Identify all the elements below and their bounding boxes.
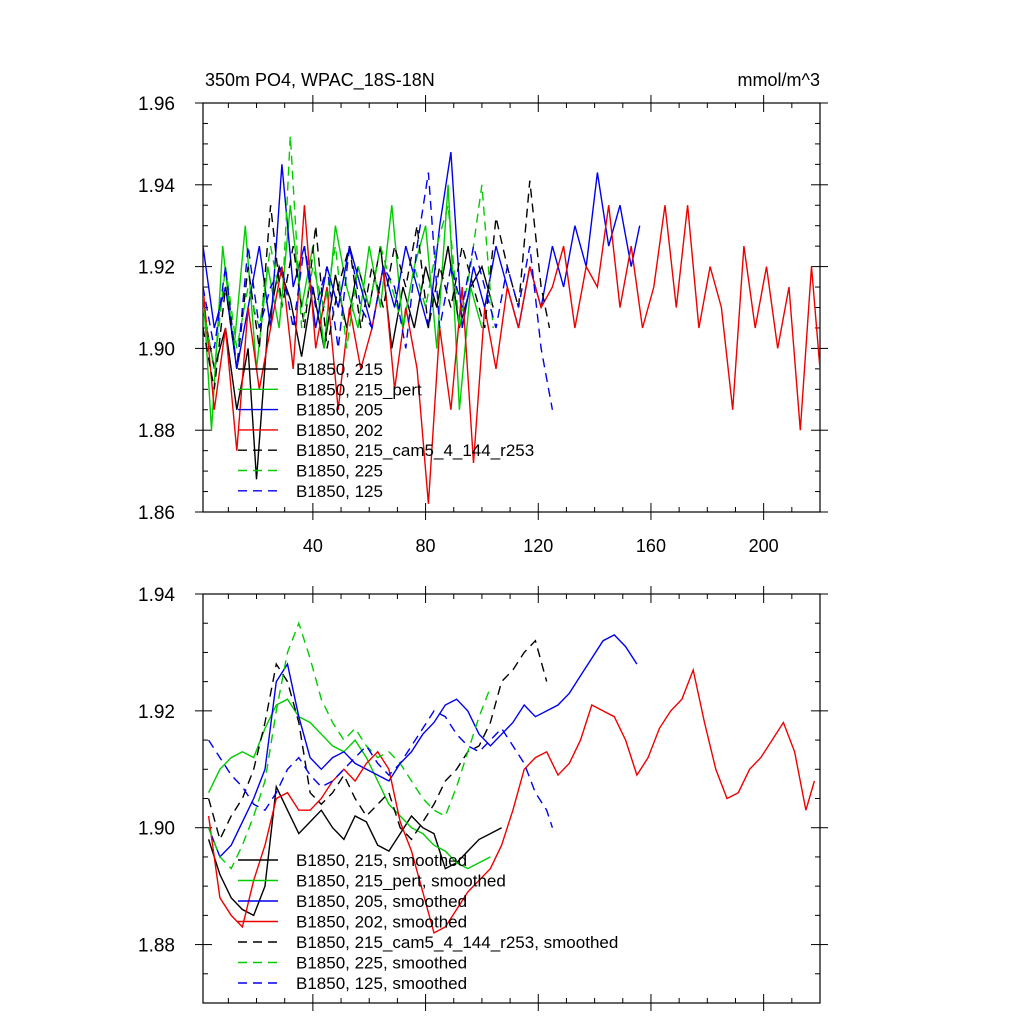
y-tick-label: 1.86 <box>138 503 175 524</box>
legend-label: B1850, 225, smoothed <box>296 954 467 973</box>
legend-label: B1850, 215 <box>296 360 383 379</box>
x-tick-label: 40 <box>303 536 323 556</box>
legend-label: B1850, 202 <box>296 421 383 440</box>
bottom-panel: 1.88 1.90 1.92 1.94 B1850, 215, smoothed B185… <box>138 585 828 1011</box>
series-line-2 <box>207 698 491 870</box>
series-line-5 <box>207 639 548 842</box>
legend-label: B1850, 215_pert <box>296 380 422 399</box>
y-tick-label: 1.88 <box>138 936 175 957</box>
legend-label: B1850, 202, smoothed <box>296 913 467 932</box>
series-line-6 <box>207 621 492 870</box>
series-group <box>207 621 816 934</box>
y-tick-label: 1.92 <box>138 702 175 723</box>
y-tick-label: 1.96 <box>138 94 175 115</box>
legend-label: B1850, 215, smoothed <box>296 851 467 870</box>
y-tick-label: 1.88 <box>138 421 175 442</box>
legend-label: B1850, 215_pert, smoothed <box>296 872 506 891</box>
series-group <box>203 135 820 504</box>
legend-label: B1850, 215_cam5_4_144_r253, smoothed <box>296 933 618 952</box>
series-line-4 <box>203 205 820 504</box>
top-panel: 350m PO4, WPAC_18S-18N mmol/m^3 40 80 120 1… <box>138 70 828 556</box>
y-tick-label: 1.94 <box>138 585 175 606</box>
y-tick-label: 1.90 <box>138 819 175 840</box>
units-label: mmol/m^3 <box>738 70 820 90</box>
series-line-4 <box>207 667 816 934</box>
y-tick-label: 1.92 <box>138 258 175 279</box>
y-tick-label: 1.90 <box>138 339 175 360</box>
series-line-1 <box>207 784 502 917</box>
series-line-3 <box>207 634 638 859</box>
series-line-6 <box>203 135 494 370</box>
legend-label: B1850, 205, smoothed <box>296 892 467 911</box>
series-line-7 <box>208 709 554 828</box>
x-tick-label: 200 <box>749 536 779 556</box>
y-tick-label: 1.94 <box>138 176 175 197</box>
series-line-7 <box>203 172 554 410</box>
legend-label: B1850, 205 <box>296 401 383 420</box>
chart-title: 350m PO4, WPAC_18S-18N <box>205 70 435 91</box>
series-line-5 <box>203 180 551 390</box>
x-tick-label: 80 <box>416 536 436 556</box>
x-tick-label: 120 <box>523 536 553 556</box>
legend-label: B1850, 215_cam5_4_144_r253 <box>296 441 534 460</box>
legend-label: B1850, 225 <box>296 462 383 481</box>
legend-label: B1850, 125 <box>296 482 383 501</box>
series-line-3 <box>203 151 641 370</box>
x-tick-label: 160 <box>636 536 666 556</box>
legend-label: B1850, 125, smoothed <box>296 974 467 993</box>
